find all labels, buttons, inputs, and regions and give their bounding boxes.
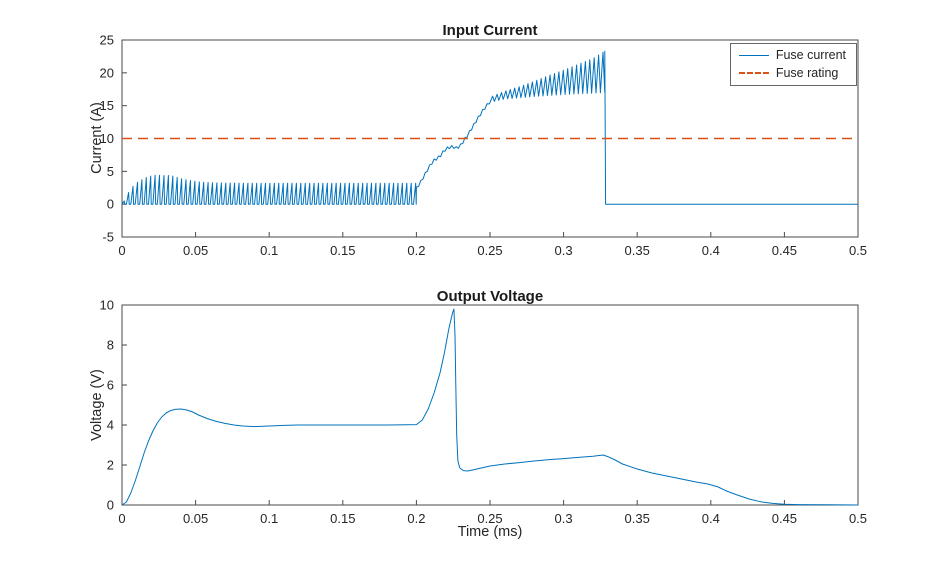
x-tick-label: 0.1	[260, 243, 278, 258]
x-tick-label: 0.3	[555, 243, 573, 258]
x-tick-label: 0.2	[407, 243, 425, 258]
x-tick-label: 0.5	[849, 511, 867, 526]
legend-entry-fuse-rating: Fuse rating	[738, 66, 846, 80]
legend-label-fuse-rating: Fuse rating	[775, 66, 839, 80]
legend: Fuse current Fuse rating	[729, 43, 857, 86]
time-axis-label: Time (ms)	[457, 524, 523, 540]
x-tick-label: 0.25	[477, 243, 502, 258]
legend-line-sample-dashed	[738, 72, 769, 74]
x-tick-label: 0	[118, 243, 125, 258]
y-tick-label: -5	[102, 230, 114, 245]
x-tick-label: 0.45	[772, 243, 797, 258]
y-tick-label: 25	[100, 33, 114, 48]
y-tick-label: 20	[100, 65, 114, 80]
y-tick-label: 0	[107, 197, 114, 212]
x-tick-label: 0.5	[849, 243, 867, 258]
x-tick-label: 0.2	[407, 511, 425, 526]
y-tick-label: 10	[100, 131, 114, 146]
x-tick-label: 0.15	[330, 243, 355, 258]
x-tick-label: 0.4	[702, 243, 720, 258]
y-tick-label: 15	[100, 98, 114, 113]
series-fuse-current	[121, 50, 858, 205]
x-tick-label: 0.15	[330, 511, 355, 526]
x-tick-label: 0	[118, 511, 125, 526]
legend-label-fuse-current: Fuse current	[775, 48, 846, 62]
y-tick-label: 5	[107, 164, 114, 179]
x-tick-label: 0.4	[702, 511, 720, 526]
y-tick-label: 6	[107, 378, 114, 393]
current-axis-label: Current (A)	[89, 102, 105, 174]
y-tick-label: 2	[107, 458, 114, 473]
x-tick-label: 0.05	[183, 243, 208, 258]
voltage-axis-label: Voltage (V)	[89, 369, 105, 441]
x-tick-label: 0.35	[625, 511, 650, 526]
y-tick-label: 8	[107, 338, 114, 353]
legend-line-sample-solid	[738, 54, 769, 56]
legend-entry-fuse-current: Fuse current	[738, 48, 846, 62]
x-tick-label: 0.25	[477, 511, 502, 526]
axes-box	[121, 304, 859, 506]
y-tick-label: 10	[100, 298, 114, 313]
x-tick-label: 0.05	[183, 511, 208, 526]
x-tick-label: 0.1	[260, 511, 278, 526]
x-tick-label: 0.3	[555, 511, 573, 526]
x-tick-label: 0.45	[772, 511, 797, 526]
x-tick-label: 0.35	[625, 243, 650, 258]
input-current-title: Input Current	[442, 22, 538, 39]
y-tick-label: 4	[107, 418, 114, 433]
y-tick-label: 0	[107, 498, 114, 513]
series-output-voltage	[121, 308, 859, 506]
output-voltage-title: Output Voltage	[436, 288, 544, 305]
